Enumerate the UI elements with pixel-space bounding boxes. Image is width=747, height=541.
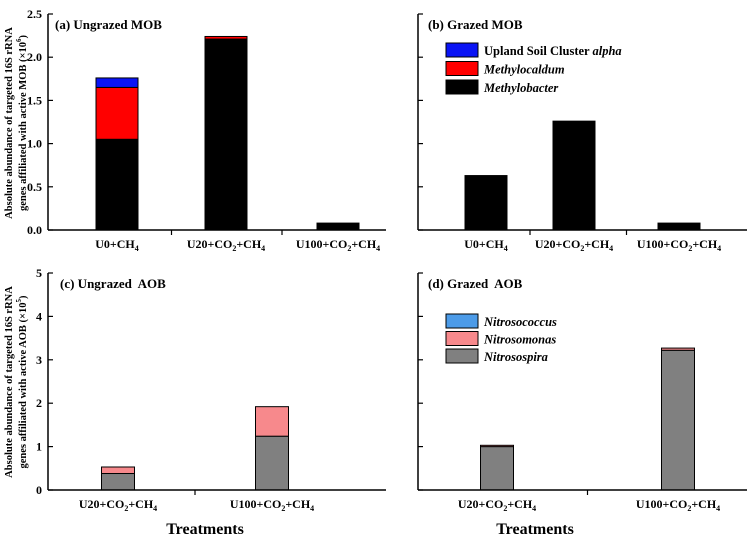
bar-c-nitrosospira-1 bbox=[255, 435, 289, 491]
legend-swatch-methylobacter bbox=[445, 79, 479, 95]
x-axis-label-right: Treatments bbox=[496, 521, 574, 538]
bar-d-nitrosospira-1 bbox=[661, 349, 695, 491]
category-label-b-2: U100+CO2+CH4 bbox=[637, 237, 721, 253]
chart-panel-a: 0.0 0.5 1.0 1.5 2.0 2.5 U0+CH4 U20+CO2+CH4 U100+… bbox=[27, 7, 386, 253]
legend-swatch-nitrosomonas bbox=[445, 331, 479, 346]
legend-label-nitrosospira: Nitrosospira bbox=[483, 350, 548, 364]
legend-swatch-methylocaldum bbox=[445, 61, 479, 76]
category-label-a-1: U20+CO2+CH4 bbox=[187, 237, 265, 253]
svg-text:Absolute abundance of targeted: Absolute abundance of targeted 16S rRNA bbox=[4, 286, 15, 478]
y-tick-label-a-3: 1.5 bbox=[27, 93, 42, 107]
bar-b-methylobacter-0 bbox=[464, 175, 508, 231]
y-label-mob-line1: Absolute abundance of targeted 16S rRNA bbox=[4, 27, 15, 219]
bar-a-methylocaldum-1 bbox=[204, 35, 248, 40]
legend-label-methylocaldum: Methylocaldum bbox=[483, 63, 565, 77]
svg-text:Absolute abundance of targeted: Absolute abundance of targeted 16S rRNA bbox=[4, 27, 15, 219]
y-label-aob-line1: Absolute abundance of targeted 16S rRNA bbox=[4, 286, 15, 478]
legend-label-methylobacter: Methylobacter bbox=[483, 81, 558, 95]
bar-d-nitrosospira-0 bbox=[480, 446, 514, 491]
bar-c-nitrosomonas-1 bbox=[255, 406, 289, 437]
category-label-c-1: U100+CO2+CH4 bbox=[230, 497, 314, 513]
bar-b-methylobacter-2 bbox=[657, 222, 701, 231]
y-axis-label-aob: Absolute abundance of targeted 16S rRNA … bbox=[4, 286, 29, 478]
y-tick-label-c-5: 5 bbox=[36, 266, 42, 280]
svg-text:genes affiliated with active A: genes affiliated with active AOB (×105) bbox=[15, 295, 29, 469]
panel-title-d: (d) Grazed AOB bbox=[428, 276, 523, 291]
bar-a-methylobacter-1 bbox=[204, 38, 248, 231]
x-axis-label-left: Treatments bbox=[166, 521, 244, 538]
legend-swatch-usc_alpha bbox=[445, 42, 479, 58]
legend-legend_aob: Nitrosococcus Nitrosomonas Nitrosospira bbox=[445, 313, 557, 364]
chart-panel-d: U20+CO2+CH4 U100+CO2+CH4 (d) Grazed AOB bbox=[417, 272, 747, 513]
chart-panel-c: 0 1 2 3 4 5 U20+CO2+CH4 U100+CO2+CH4 (c) Ungraze… bbox=[36, 266, 386, 513]
bar-d-nitrosomonas-1 bbox=[661, 347, 695, 351]
legend-label-usc_alpha: Upland Soil Cluster alpha bbox=[484, 44, 622, 58]
bar-a-methylobacter-0 bbox=[95, 138, 139, 231]
y-tick-label-c-4: 4 bbox=[36, 309, 42, 323]
y-tick-label-a-5: 2.5 bbox=[27, 7, 42, 21]
bar-c-nitrosospira-0 bbox=[101, 473, 135, 491]
category-label-d-0: U20+CO2+CH4 bbox=[458, 497, 536, 513]
category-label-b-0: U0+CH4 bbox=[464, 237, 508, 253]
panel-title-c: (c) Ungrazed AOB bbox=[60, 276, 166, 291]
panel-title-b: (b) Grazed MOB bbox=[428, 17, 523, 32]
y-tick-label-a-0: 0.0 bbox=[27, 223, 42, 237]
legend-label-nitrosococcus: Nitrosococcus bbox=[483, 315, 557, 329]
panel-title-a: (a) Ungrazed MOB bbox=[55, 17, 162, 32]
bar-d-nitrosomonas-0 bbox=[480, 444, 514, 448]
y-tick-label-c-1: 1 bbox=[36, 440, 42, 454]
y-tick-label-c-0: 0 bbox=[36, 483, 42, 497]
bar-b-methylobacter-1 bbox=[552, 120, 596, 231]
category-label-a-2: U100+CO2+CH4 bbox=[296, 237, 380, 253]
y-tick-label-c-2: 2 bbox=[36, 396, 42, 410]
y-tick-label-c-3: 3 bbox=[36, 353, 42, 367]
legend-swatch-nitrosococcus bbox=[445, 313, 479, 329]
chart-panel-b: U0+CH4 U20+CO2+CH4 U100+CO2+CH4 (b) Grazed … bbox=[417, 13, 747, 253]
category-label-c-0: U20+CO2+CH4 bbox=[79, 497, 157, 513]
y-tick-label-a-4: 2.0 bbox=[27, 50, 42, 64]
bar-a-methylobacter-2 bbox=[316, 222, 360, 231]
y-tick-label-a-1: 0.5 bbox=[27, 180, 42, 194]
category-label-a-0: U0+CH4 bbox=[95, 237, 139, 253]
svg-text:genes affiliated with active M: genes affiliated with active MOB (×106) bbox=[15, 35, 29, 212]
legend-label-nitrosomonas: Nitrosomonas bbox=[483, 333, 556, 347]
bar-a-methylocaldum-0 bbox=[95, 86, 139, 140]
legend-swatch-nitrosospira bbox=[445, 348, 479, 364]
bar-c-nitrosomonas-0 bbox=[101, 466, 135, 475]
y-tick-label-a-2: 1.0 bbox=[27, 137, 42, 151]
category-label-b-1: U20+CO2+CH4 bbox=[535, 237, 613, 253]
bar-a-usc_alpha-0 bbox=[95, 77, 139, 88]
category-label-d-1: U100+CO2+CH4 bbox=[636, 497, 720, 513]
legend-legend_mob: Upland Soil Cluster alpha Methylocaldum Me… bbox=[445, 42, 622, 95]
y-axis-label-mob: Absolute abundance of targeted 16S rRNA … bbox=[4, 27, 29, 219]
